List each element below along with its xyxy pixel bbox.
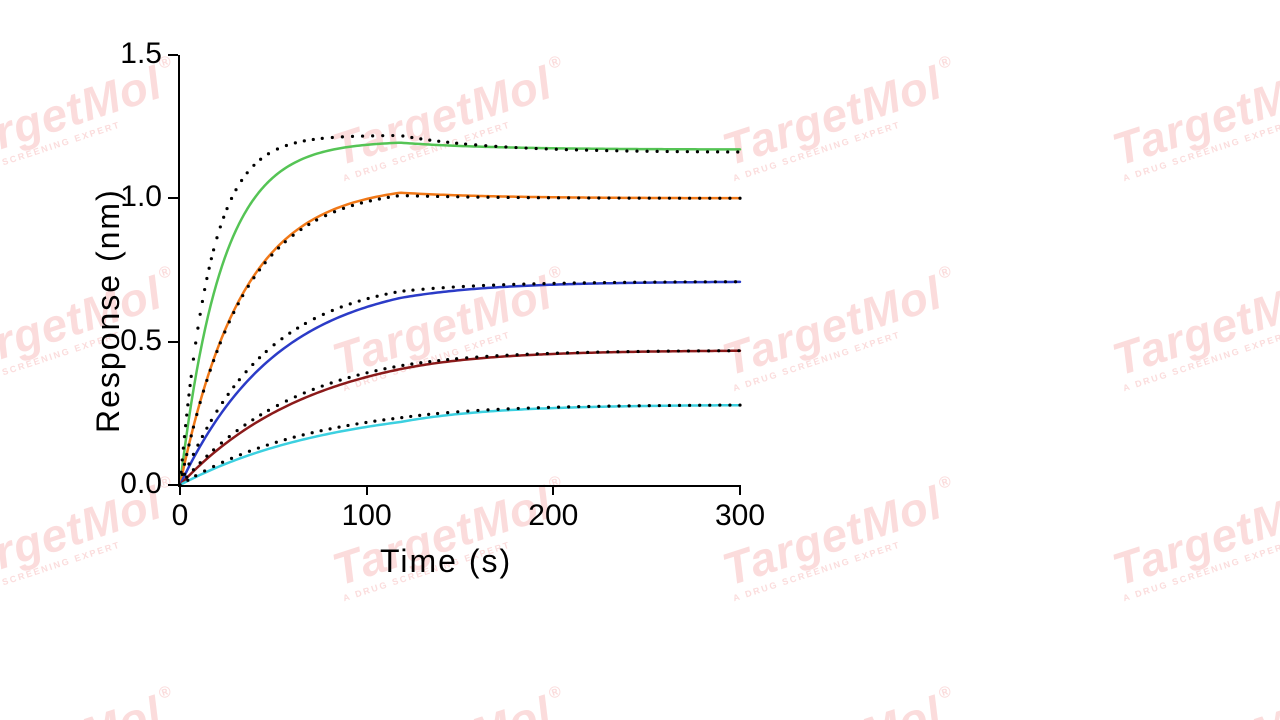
watermark-brand: TargetMol®	[0, 54, 183, 173]
watermark-subtitle: A DRUG SCREENING EXPERT	[1122, 519, 1280, 603]
watermark-brand: TargetMol®	[1107, 474, 1280, 593]
watermark-registered-icon: ®	[937, 53, 954, 73]
curve-green	[180, 143, 740, 485]
x-tick-label: 100	[337, 499, 397, 533]
watermark-registered-icon: ®	[937, 683, 954, 703]
plot-area: 01002003000.00.51.01.5	[180, 55, 740, 485]
watermark-brand: TargetMol®	[1107, 264, 1280, 383]
curve-blue-fit-dots	[178, 280, 737, 486]
y-axis-line	[178, 55, 180, 487]
x-axis-line	[180, 485, 740, 487]
watermark-registered-icon: ®	[937, 473, 954, 493]
watermark-brand: TargetMol®	[717, 474, 963, 593]
y-tick	[168, 484, 178, 486]
watermark-brand: TargetMol®	[1107, 684, 1280, 720]
stage: TargetMol®A DRUG SCREENING EXPERTTargetM…	[0, 0, 1280, 720]
x-tick-label: 0	[150, 499, 210, 533]
y-tick-label: 0.0	[102, 467, 162, 501]
watermark-brand: TargetMol®	[0, 684, 183, 720]
x-axis-title: Time (s)	[380, 543, 512, 580]
curve-cyan-fit-dots	[178, 403, 741, 486]
watermark-brand: TargetMol®	[717, 54, 963, 173]
watermark-brand: TargetMol®	[717, 684, 963, 720]
x-tick-label: 200	[523, 499, 583, 533]
curve-orange	[180, 193, 740, 485]
y-axis-title: Response (nm)	[90, 189, 127, 434]
x-tick-label: 300	[710, 499, 770, 533]
curve-darkred	[180, 351, 740, 485]
watermark-brand: TargetMol®	[327, 684, 573, 720]
watermark-registered-icon: ®	[157, 263, 174, 283]
watermark-subtitle: A DRUG SCREENING EXPERT	[1122, 99, 1280, 183]
y-tick-label: 1.5	[102, 37, 162, 71]
x-tick	[552, 485, 554, 495]
watermark-brand: TargetMol®	[717, 264, 963, 383]
y-tick	[168, 341, 178, 343]
curve-orange-fit-dots	[178, 194, 741, 486]
plot-svg	[180, 55, 740, 485]
watermark-registered-icon: ®	[547, 683, 564, 703]
y-tick	[168, 54, 178, 56]
x-tick	[739, 485, 741, 495]
watermark-subtitle: A DRUG SCREENING EXPERT	[732, 99, 967, 183]
watermark-registered-icon: ®	[157, 683, 174, 703]
watermark-registered-icon: ®	[937, 263, 954, 283]
x-tick	[366, 485, 368, 495]
watermark-brand: TargetMol®	[1107, 54, 1280, 173]
watermark-subtitle: A DRUG SCREENING EXPERT	[1122, 309, 1280, 393]
curve-blue	[180, 282, 740, 485]
x-tick	[179, 485, 181, 495]
watermark-subtitle: A DRUG SCREENING EXPERT	[0, 99, 187, 183]
y-tick	[168, 197, 178, 199]
watermark-subtitle: A DRUG SCREENING EXPERT	[732, 309, 967, 393]
